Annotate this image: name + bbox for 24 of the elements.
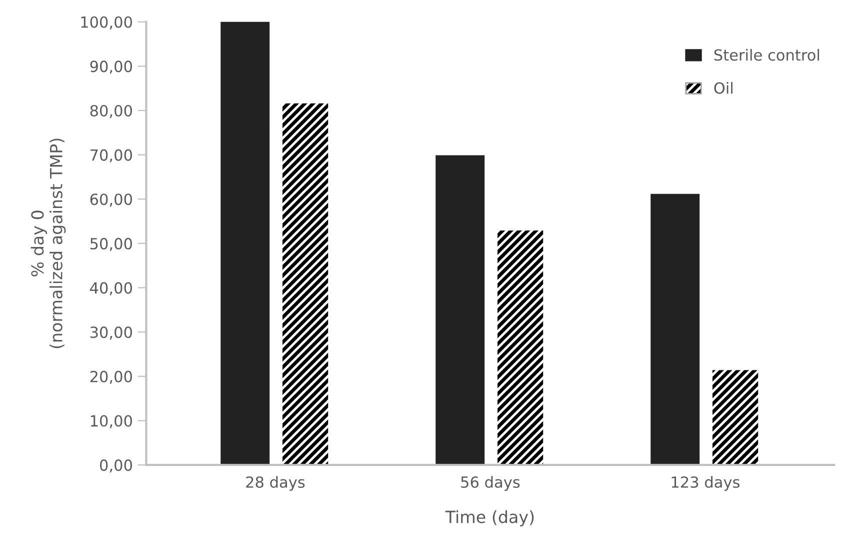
y-tick-label: 10,00 (90, 415, 132, 428)
bar (220, 22, 270, 465)
y-tick-label: 100,00 (81, 16, 132, 30)
bar (436, 155, 485, 465)
y-tick-label: 90,00 (90, 60, 132, 74)
y-tick-label: 30,00 (90, 326, 132, 340)
x-tick-label: 123 days (672, 476, 740, 491)
bar (496, 228, 545, 465)
bar (280, 102, 330, 465)
y-tick-label: 60,00 (90, 194, 132, 207)
y-tick-label: 80,00 (90, 104, 132, 118)
y-axis-title: % day 0 (normalized against TMP) (30, 138, 66, 348)
y-tick-label: 50,00 (90, 238, 132, 251)
x-tick-label: 56 days (461, 476, 520, 491)
bar (650, 194, 700, 465)
y-tick-label: 70,00 (90, 149, 132, 162)
legend-label: Sterile control (714, 48, 820, 61)
bar (710, 368, 760, 465)
x-axis-title: Time (day) (445, 510, 534, 526)
x-tick-label: 28 days (246, 476, 305, 491)
legend-label: Oil (714, 82, 732, 94)
y-tick-label: 20,00 (90, 370, 132, 384)
y-tick-label: 40,00 (90, 282, 132, 296)
y-tick-label: 0,00 (100, 459, 132, 473)
